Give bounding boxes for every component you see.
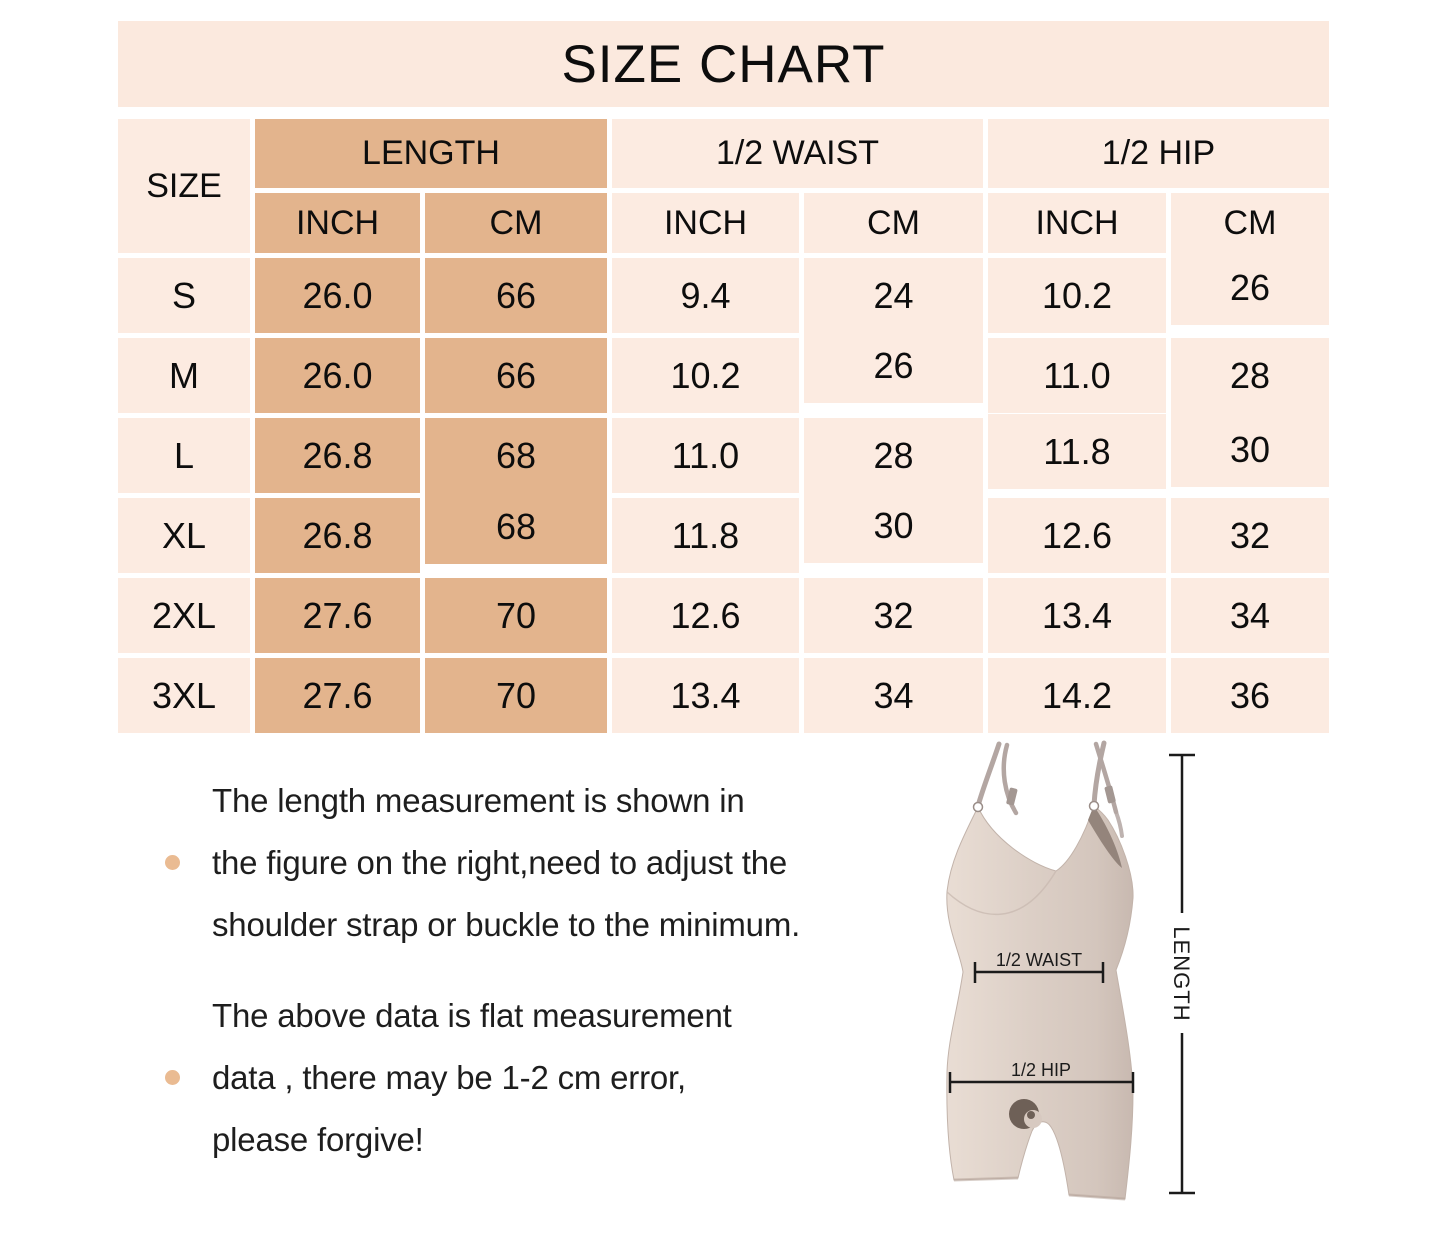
col-header-size: SIZE: [118, 119, 250, 253]
row-size-label: L: [118, 418, 250, 493]
measurement-cell: 26.0: [255, 258, 420, 333]
waist-dimension: 1/2 WAIST: [973, 950, 1105, 983]
measurement-cell: 68: [425, 418, 607, 493]
row-size-label: 2XL: [118, 578, 250, 653]
measurement-cell: 36: [1171, 658, 1329, 733]
subheader-hip-cm: CM: [1171, 193, 1329, 253]
size-table: SIZE LENGTH 1/2 WAIST 1/2 HIP INCH CM IN…: [118, 119, 1329, 733]
measurement-cell: 32: [1171, 498, 1329, 573]
measurement-cell: 70: [425, 658, 607, 733]
measurement-cell: 26.0: [255, 338, 420, 413]
measurement-cell: 34: [804, 658, 983, 733]
measurement-cell: 26: [1171, 250, 1329, 325]
measurement-cell: 14.2: [988, 658, 1166, 733]
bullet-icon: [165, 855, 180, 870]
note-line: The above data is flat measurement: [212, 997, 732, 1034]
col-header-hip: 1/2 HIP: [988, 119, 1329, 188]
bullet-icon: [165, 1070, 180, 1085]
hip-dimension-label: 1/2 HIP: [1011, 1060, 1071, 1080]
note-length-measurement: The length measurement is shown in the f…: [165, 770, 925, 956]
measurement-cell: 11.0: [612, 418, 799, 493]
measurement-cell: 28: [1171, 338, 1329, 413]
row-size-label: S: [118, 258, 250, 333]
subheader-waist-inch: INCH: [612, 193, 799, 253]
note-line: data , there may be 1-2 cm error,: [212, 1059, 686, 1096]
strap-ring-right: [1088, 800, 1100, 812]
strap-right-icon: [1091, 740, 1124, 838]
measurement-cell: 9.4: [612, 258, 799, 333]
bodysuit-body: [946, 805, 1134, 1200]
measurement-cell: 11.8: [988, 414, 1166, 489]
note-line: the figure on the right,need to adjust t…: [212, 844, 788, 881]
row-size-label: XL: [118, 498, 250, 573]
notes-section: The length measurement is shown in the f…: [165, 770, 925, 1171]
left-leg-hem: [953, 1176, 1019, 1182]
strap-slider-left: [1006, 787, 1018, 806]
note-line: shoulder strap or buckle to the minimum.: [212, 906, 801, 943]
subheader-length-cm: CM: [425, 193, 607, 253]
note-flat-measurement: The above data is flat measurement data …: [165, 985, 925, 1171]
measurement-cell: 34: [1171, 578, 1329, 653]
bust-seam: [946, 870, 1057, 916]
cup-shadow: [1088, 806, 1122, 868]
measurement-cell: 30: [804, 488, 983, 563]
subheader-waist-cm: CM: [804, 193, 983, 253]
measurement-cell: 11.0: [988, 338, 1166, 413]
measurement-cell: 12.6: [988, 498, 1166, 573]
subheader-length-inch: INCH: [255, 193, 420, 253]
crotch-keyhole: [1009, 1099, 1042, 1129]
measurement-cell: 11.8: [612, 498, 799, 573]
hip-dimension: 1/2 HIP: [948, 1060, 1135, 1093]
measurement-cell: 66: [425, 338, 607, 413]
strap-left-icon: [975, 741, 1019, 816]
measurement-cell: 32: [804, 578, 983, 653]
col-header-length: LENGTH: [255, 119, 607, 188]
measurement-cell: 66: [425, 258, 607, 333]
measurement-cell: 27.6: [255, 658, 420, 733]
measurement-cell: 13.4: [612, 658, 799, 733]
row-size-label: M: [118, 338, 250, 413]
note-line: please forgive!: [212, 1121, 424, 1158]
measurement-cell: 26.8: [255, 418, 420, 493]
measurement-cell: 26: [804, 328, 983, 403]
measurement-cell: 28: [804, 418, 983, 493]
measurement-cell: 24: [804, 258, 983, 333]
measurement-cell: 26.8: [255, 498, 420, 573]
bodysuit-figure: 1/2 WAIST 1/2 HIP LENGTH: [946, 740, 1195, 1201]
strap-ring-left: [972, 801, 984, 813]
measurement-cell: 68: [425, 489, 607, 564]
measurement-cell: 13.4: [988, 578, 1166, 653]
measurement-cell: 27.6: [255, 578, 420, 653]
measurement-cell: 12.6: [612, 578, 799, 653]
length-dimension: LENGTH: [1169, 753, 1195, 1195]
measurement-cell: 10.2: [612, 338, 799, 413]
note-line: The length measurement is shown in: [212, 782, 745, 819]
measurement-cell: 10.2: [988, 258, 1166, 333]
col-header-waist: 1/2 WAIST: [612, 119, 983, 188]
right-leg-hem: [1068, 1193, 1126, 1201]
page-title: SIZE CHART: [561, 34, 886, 94]
strap-slider-right: [1104, 785, 1116, 804]
length-dimension-label: LENGTH: [1169, 926, 1194, 1021]
measurement-cell: 70: [425, 578, 607, 653]
subheader-hip-inch: INCH: [988, 193, 1166, 253]
waist-dimension-label: 1/2 WAIST: [996, 950, 1082, 970]
row-size-label: 3XL: [118, 658, 250, 733]
title-banner: SIZE CHART: [118, 21, 1329, 107]
measurement-cell: 30: [1171, 412, 1329, 487]
